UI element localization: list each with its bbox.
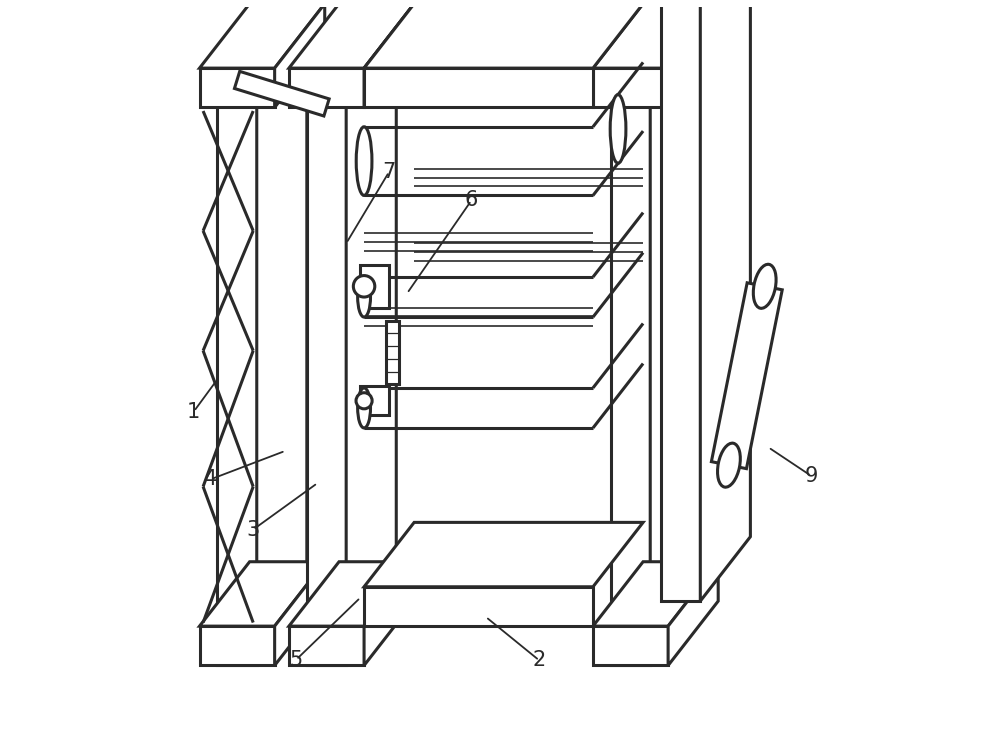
Polygon shape <box>364 562 414 666</box>
Polygon shape <box>711 283 782 469</box>
Polygon shape <box>257 4 307 666</box>
Polygon shape <box>611 4 700 68</box>
Polygon shape <box>611 68 650 666</box>
Polygon shape <box>364 4 643 68</box>
Ellipse shape <box>356 393 372 409</box>
Polygon shape <box>360 386 389 415</box>
Polygon shape <box>593 562 718 626</box>
Polygon shape <box>661 4 700 601</box>
Polygon shape <box>661 0 750 4</box>
Polygon shape <box>346 4 396 666</box>
Text: 6: 6 <box>465 191 478 210</box>
Polygon shape <box>307 4 396 68</box>
Polygon shape <box>200 562 325 626</box>
Text: 4: 4 <box>204 469 217 489</box>
Polygon shape <box>364 523 643 587</box>
Polygon shape <box>200 68 275 107</box>
Polygon shape <box>200 4 325 68</box>
Ellipse shape <box>358 388 371 428</box>
Text: 1: 1 <box>187 402 200 421</box>
Ellipse shape <box>718 443 740 487</box>
Polygon shape <box>289 4 414 68</box>
Polygon shape <box>668 4 718 107</box>
Ellipse shape <box>356 127 372 196</box>
Polygon shape <box>650 4 700 666</box>
Polygon shape <box>275 4 325 107</box>
Polygon shape <box>360 265 389 308</box>
Text: 7: 7 <box>382 162 396 182</box>
Polygon shape <box>234 72 329 116</box>
Polygon shape <box>364 4 414 107</box>
Polygon shape <box>386 320 399 384</box>
Polygon shape <box>289 562 414 626</box>
Text: 3: 3 <box>247 520 260 539</box>
Polygon shape <box>364 587 593 626</box>
Text: 2: 2 <box>533 650 546 670</box>
Ellipse shape <box>353 275 375 297</box>
Ellipse shape <box>610 95 626 164</box>
Polygon shape <box>275 562 325 666</box>
Polygon shape <box>668 562 718 666</box>
Polygon shape <box>593 4 718 68</box>
Ellipse shape <box>358 277 371 317</box>
Text: 5: 5 <box>289 650 303 669</box>
Polygon shape <box>700 0 750 601</box>
Polygon shape <box>289 626 364 666</box>
Polygon shape <box>217 68 257 666</box>
Ellipse shape <box>753 264 776 308</box>
Polygon shape <box>200 626 275 666</box>
Polygon shape <box>593 626 668 666</box>
Polygon shape <box>307 68 346 666</box>
Polygon shape <box>593 68 668 107</box>
Text: 9: 9 <box>805 466 818 486</box>
Polygon shape <box>289 68 364 107</box>
Polygon shape <box>217 4 307 68</box>
Polygon shape <box>364 68 593 107</box>
